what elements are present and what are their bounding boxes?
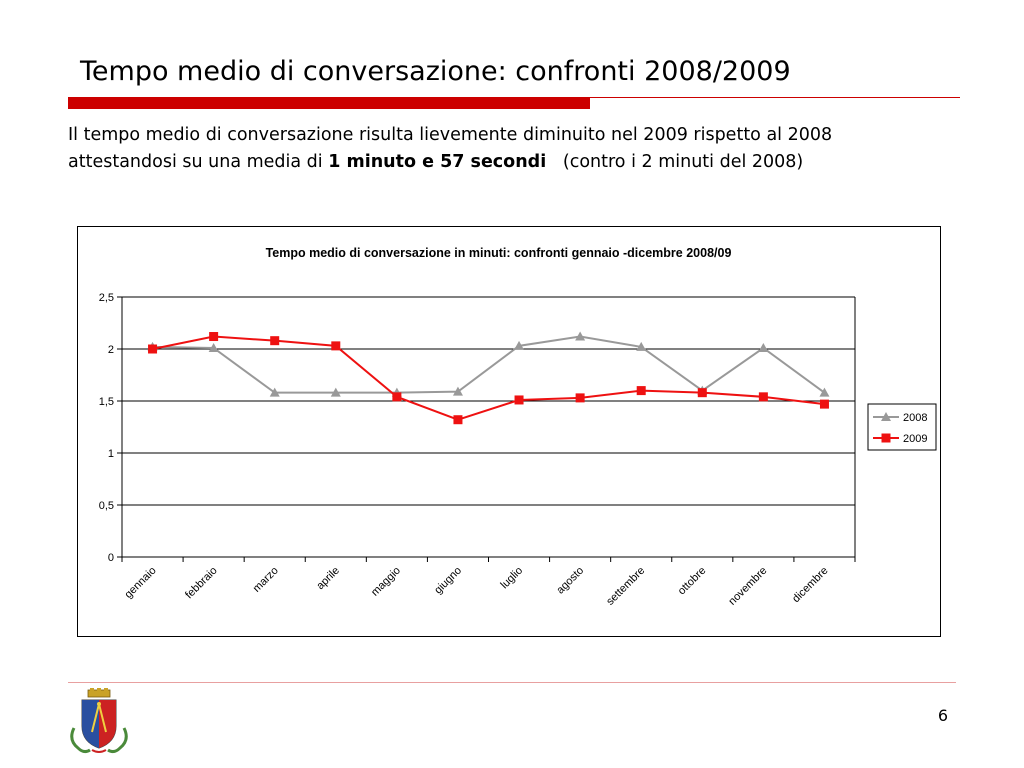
- municipal-crest-logo: [70, 688, 128, 754]
- legend-label-2009: 2009: [903, 433, 927, 445]
- chart-title: Tempo medio di conversazione in minuti: …: [266, 246, 732, 260]
- data-point-2008: [575, 331, 586, 341]
- x-tick-label: luglio: [499, 565, 526, 592]
- x-tick-label: marzo: [251, 565, 281, 595]
- data-point-2009: [392, 392, 402, 402]
- data-point-2008: [330, 387, 341, 397]
- chart-container: Tempo medio di conversazione in minuti: …: [77, 226, 941, 637]
- x-tick-label: febbraio: [183, 565, 220, 602]
- y-tick-label: 0: [108, 552, 114, 564]
- data-point-2008: [269, 387, 280, 397]
- x-tick-label: novembre: [726, 565, 769, 608]
- summary-highlight: 1 minuto e 57 secondi: [328, 152, 547, 172]
- data-point-2009: [148, 344, 158, 354]
- data-point-2009: [758, 392, 768, 402]
- x-tick-label: dicembre: [790, 565, 830, 605]
- data-point-2009: [514, 395, 524, 405]
- y-tick-label: 1,5: [99, 396, 114, 408]
- summary-line-2-suffix: (contro i 2 minuti del 2008): [546, 152, 804, 172]
- footer-divider: [68, 682, 956, 683]
- summary-line-2-prefix: attestandosi su una media di: [68, 152, 329, 172]
- data-point-2009: [697, 388, 707, 398]
- data-point-2008: [452, 386, 463, 396]
- data-point-2008: [819, 387, 830, 397]
- legend-label-2008: 2008: [903, 412, 927, 424]
- x-tick-label: agosto: [554, 565, 586, 597]
- title-accent-bar: [68, 97, 590, 109]
- data-point-2008: [758, 342, 769, 352]
- data-point-2008: [636, 341, 647, 351]
- legend-marker-2008: [881, 412, 891, 421]
- data-point-2009: [819, 399, 829, 409]
- data-point-2009: [331, 341, 341, 351]
- legend-box: [867, 403, 937, 451]
- line-chart: Tempo medio di conversazione in minuti: …: [99, 246, 937, 608]
- y-tick-label: 2,5: [99, 292, 114, 304]
- x-tick-label: ottobre: [676, 565, 709, 598]
- data-point-2009: [636, 386, 646, 396]
- y-tick-label: 2: [108, 344, 114, 356]
- legend-marker-2009: [881, 433, 891, 443]
- data-point-2009: [270, 336, 280, 346]
- y-tick-label: 0,5: [99, 500, 114, 512]
- summary-line-1: Il tempo medio di conversazione risulta …: [68, 125, 833, 145]
- series-line-2009: [152, 335, 825, 421]
- x-tick-label: settembre: [604, 565, 647, 608]
- x-tick-label: gennaio: [122, 565, 158, 601]
- slide-title: Tempo medio di conversazione: confronti …: [80, 56, 791, 87]
- data-point-2008: [208, 342, 219, 352]
- summary-text: Il tempo medio di conversazione risulta …: [68, 122, 968, 176]
- x-tick-label: maggio: [369, 565, 403, 599]
- data-point-2009: [209, 332, 219, 342]
- series-line-2008: [152, 335, 826, 394]
- x-tick-label: aprile: [314, 565, 342, 593]
- data-point-2009: [575, 393, 585, 403]
- data-point-2008: [514, 340, 525, 350]
- x-tick-label: giugno: [432, 565, 464, 597]
- data-point-2009: [453, 415, 463, 425]
- page-number: 6: [937, 706, 948, 725]
- y-tick-label: 1: [108, 448, 114, 460]
